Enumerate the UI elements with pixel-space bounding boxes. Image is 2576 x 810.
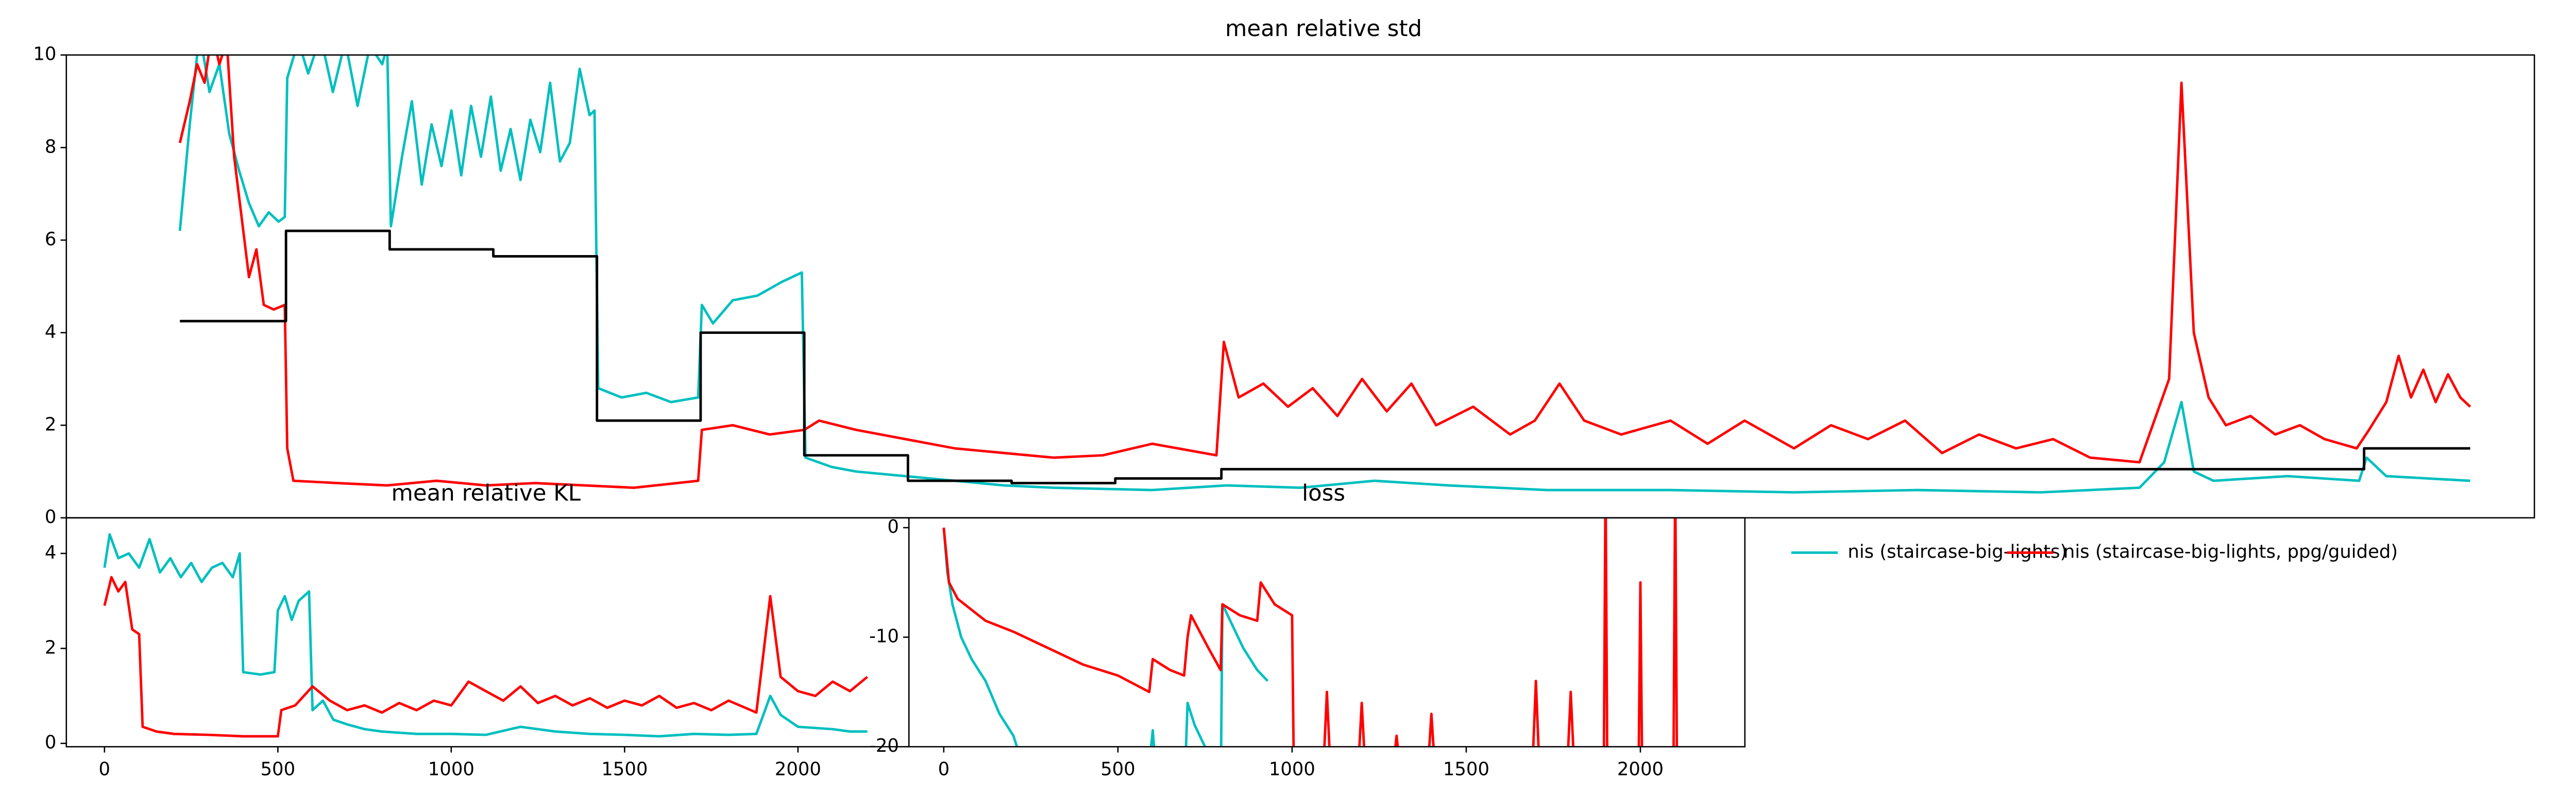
x-tick-label: 1000 (428, 758, 474, 780)
y-tick-label: -10 (869, 626, 899, 647)
x-tick-label: 1000 (1269, 758, 1315, 780)
y-tick-label: 4 (45, 322, 57, 343)
y-tick-label: 4 (45, 542, 57, 563)
series-line (942, 527, 1269, 747)
plot-area (178, 55, 2471, 494)
y-tick-label: 0 (45, 732, 57, 753)
x-tick-label: 1500 (1443, 758, 1489, 780)
chart-title: loss (1302, 480, 1345, 506)
x-tick-label: 500 (261, 758, 296, 780)
series-line (178, 55, 2471, 489)
series-line (178, 55, 2470, 494)
y-tick-label: 2 (45, 414, 57, 435)
x-tick-label: 0 (938, 758, 950, 780)
x-tick-label: 500 (1100, 758, 1136, 780)
x-tick-label: 0 (99, 758, 111, 780)
y-tick-label: -20 (869, 735, 899, 756)
x-tick-label: 2000 (775, 758, 821, 780)
chart-title: mean relative std (1225, 16, 1422, 42)
y-tick-label: 2 (45, 637, 57, 658)
chart-title: mean relative KL (392, 480, 581, 506)
series-line (942, 517, 1679, 747)
y-tick-label: 0 (887, 516, 899, 537)
x-tick-label: 2000 (1617, 758, 1664, 780)
y-tick-label: 10 (33, 44, 56, 65)
series-line (103, 576, 868, 738)
series-line (180, 229, 2470, 484)
y-tick-label: 8 (45, 136, 57, 157)
plot-area (103, 533, 868, 738)
series-line (103, 533, 868, 738)
axes-frame (65, 517, 910, 748)
x-tick-label: 1500 (601, 758, 648, 780)
plot-area (942, 517, 1679, 747)
axes-frame (65, 54, 2535, 519)
axes-frame (908, 517, 1746, 748)
legend-label: nis (staircase-big-lights, ppg/guided) (2063, 542, 2398, 563)
y-tick-label: 6 (45, 229, 57, 250)
y-tick-label: 0 (45, 507, 57, 528)
